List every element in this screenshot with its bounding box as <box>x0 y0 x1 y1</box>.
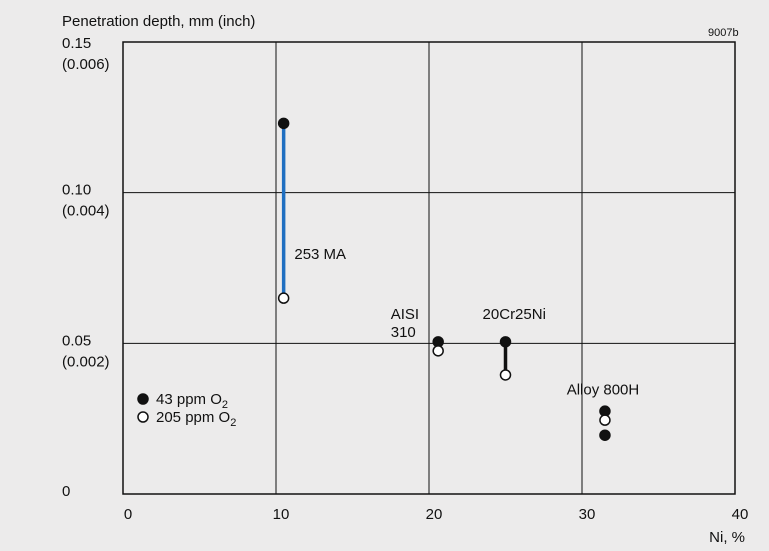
legend-filled-marker <box>137 393 149 405</box>
y-tick-label: 0.15 <box>62 35 91 52</box>
figure-code: 9007b <box>708 27 739 39</box>
open-point <box>432 345 444 357</box>
data-points <box>277 117 611 441</box>
legend-open-marker <box>137 411 149 423</box>
y-tick-labels: 0 0.05 (0.002) 0.10 (0.004) 0.15 (0.006) <box>62 35 110 500</box>
filled-point <box>499 336 512 348</box>
x-tick-label: 0 <box>124 506 132 523</box>
legend-label: 205 ppm O2 <box>156 409 236 429</box>
x-tick-label: 40 <box>732 506 749 523</box>
annotation-label: AISI <box>391 306 419 323</box>
filled-point <box>599 429 611 441</box>
legend-label: 43 ppm O2 <box>156 391 228 411</box>
x-axis-title: Ni, % <box>709 529 745 546</box>
annotation-label: 310 <box>391 324 416 341</box>
y-tick-label-inch: (0.002) <box>62 353 110 370</box>
x-tick-labels: 0 10 20 30 40 <box>124 506 749 523</box>
y-tick-label: 0.10 <box>62 182 91 199</box>
y-tick-label: 0 <box>62 483 70 500</box>
annotation-label: 253 MA <box>294 246 346 263</box>
x-tick-label: 30 <box>579 506 596 523</box>
open-point <box>599 414 611 426</box>
annotation-label: Alloy 800H <box>567 382 640 399</box>
grid-lines <box>123 42 735 494</box>
y-tick-label-inch: (0.006) <box>62 56 110 73</box>
annotation-label: 20Cr25Ni <box>483 306 546 323</box>
open-point <box>499 369 512 381</box>
x-tick-label: 10 <box>273 506 290 523</box>
filled-point <box>277 117 290 130</box>
open-point <box>277 292 290 304</box>
y-axis-title: Penetration depth, mm (inch) <box>62 13 255 30</box>
y-tick-label-inch: (0.004) <box>62 203 110 220</box>
x-tick-label: 20 <box>426 506 443 523</box>
y-tick-label: 0.05 <box>62 332 91 349</box>
